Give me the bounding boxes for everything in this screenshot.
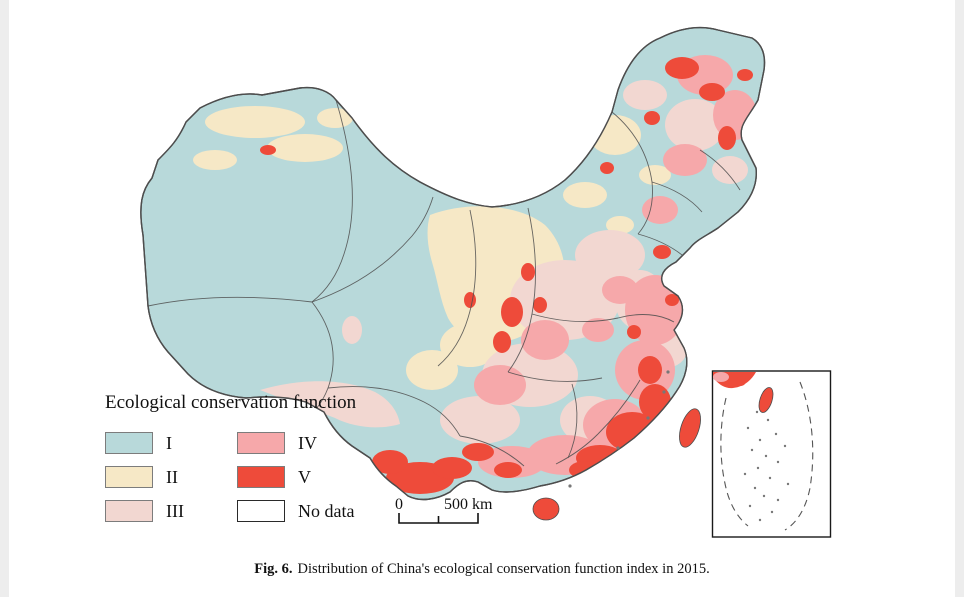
scale-end-label: 500 km: [444, 496, 493, 513]
legend-item-class-2: II: [105, 466, 237, 488]
coastal-islets: [568, 370, 670, 488]
scale-bar: 0 500 km: [395, 496, 493, 524]
province-borders: [147, 99, 741, 467]
legend-swatch-class-1: [105, 432, 153, 454]
legend-label-class-2: II: [166, 466, 178, 487]
legend-item-class-5: V: [237, 466, 356, 488]
island-specks: [743, 410, 790, 522]
legend-label-class-4: IV: [298, 432, 317, 453]
legend-grid: I II III IV V No data: [105, 426, 356, 528]
inset-taiwan-island: [758, 387, 774, 413]
map-legend: Ecological conservation function I II II…: [105, 392, 356, 528]
legend-item-class-3: III: [105, 500, 237, 522]
scale-start-label: 0: [395, 496, 403, 513]
legend-swatch-class-3: [105, 500, 153, 522]
legend-label-class-3: III: [166, 500, 184, 521]
nine-dash-line-right: [784, 381, 814, 531]
legend-item-class-4: IV: [237, 432, 356, 454]
legend-label-no-data: No data: [298, 500, 355, 521]
nine-dash-line-left: [720, 397, 749, 527]
left-edge-strip: [0, 0, 9, 597]
legend-label-class-5: V: [298, 466, 311, 487]
mainland-region: [140, 26, 766, 501]
legend-swatch-class-5: [237, 466, 285, 488]
legend-swatch-class-2: [105, 466, 153, 488]
figure-caption: Fig. 6. Distribution of China's ecologica…: [0, 561, 964, 578]
legend-item-no-data: No data: [237, 500, 356, 522]
hainan-island: [532, 497, 560, 521]
right-edge-strip: [955, 0, 964, 597]
choropleth-patches: [193, 55, 757, 494]
caption-label: Fig. 6.: [254, 561, 293, 577]
caption-text: Distribution of China's ecological conse…: [297, 561, 710, 577]
legend-label-class-1: I: [166, 432, 172, 453]
taiwan-island: [679, 408, 701, 448]
south-china-sea-inset: [711, 370, 832, 538]
legend-title: Ecological conservation function: [105, 392, 357, 413]
legend-swatch-class-4: [237, 432, 285, 454]
legend-item-class-1: I: [105, 432, 237, 454]
legend-swatch-no-data: [237, 500, 285, 522]
